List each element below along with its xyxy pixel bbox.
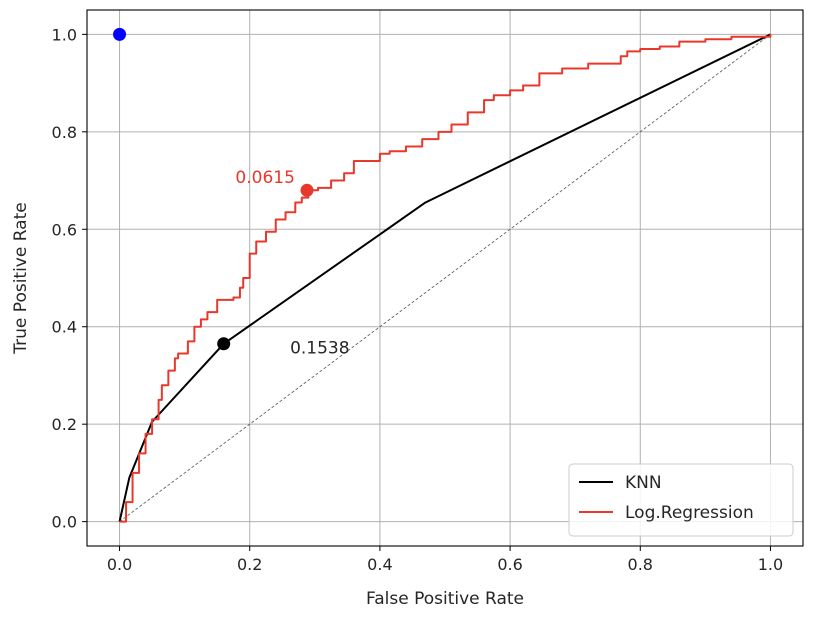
- legend: KNN Log.Regression: [568, 463, 794, 537]
- legend-box: [568, 463, 794, 537]
- threshold-annotation: 0.0615: [235, 168, 294, 188]
- legend-label: Log.Regression: [625, 503, 754, 523]
- x-tick-label: 0.8: [628, 555, 653, 574]
- y-axis-label: True Positive Rate: [11, 202, 31, 354]
- annotations: 0.0615 0.1538: [235, 168, 349, 359]
- x-tick-label: 0.4: [367, 555, 392, 574]
- highlight-point: [113, 27, 127, 41]
- diagonal-reference-line: [119, 34, 771, 522]
- highlight-point: [300, 183, 314, 197]
- x-tick-label: 0.6: [497, 555, 522, 574]
- y-tick-label: 0.0: [52, 513, 77, 532]
- series-line-knn: [118, 33, 771, 522]
- y-tick-label: 0.2: [52, 415, 77, 434]
- axis-ticks: 0.0 0.2 0.4 0.6 0.8 1.0 0.0 0.2 0.4 0.6 0.8 1.0: [52, 25, 784, 574]
- grid: [87, 10, 803, 546]
- threshold-annotation: 0.1538: [290, 339, 349, 359]
- y-tick-label: 0.8: [52, 123, 77, 142]
- x-axis-label: False Positive Rate: [366, 589, 524, 609]
- y-tick-label: 0.4: [52, 318, 77, 337]
- legend-label: KNN: [625, 473, 662, 493]
- x-tick-label: 0.2: [237, 555, 262, 574]
- y-tick-label: 0.6: [52, 220, 77, 239]
- x-tick-label: 1.0: [758, 555, 783, 574]
- highlight-points: [113, 27, 314, 351]
- y-tick-label: 1.0: [52, 25, 77, 44]
- x-tick-label: 0.0: [107, 555, 132, 574]
- highlight-point: [217, 337, 231, 351]
- plot-frame: [86, 9, 804, 547]
- plot-lines: [118, 33, 772, 523]
